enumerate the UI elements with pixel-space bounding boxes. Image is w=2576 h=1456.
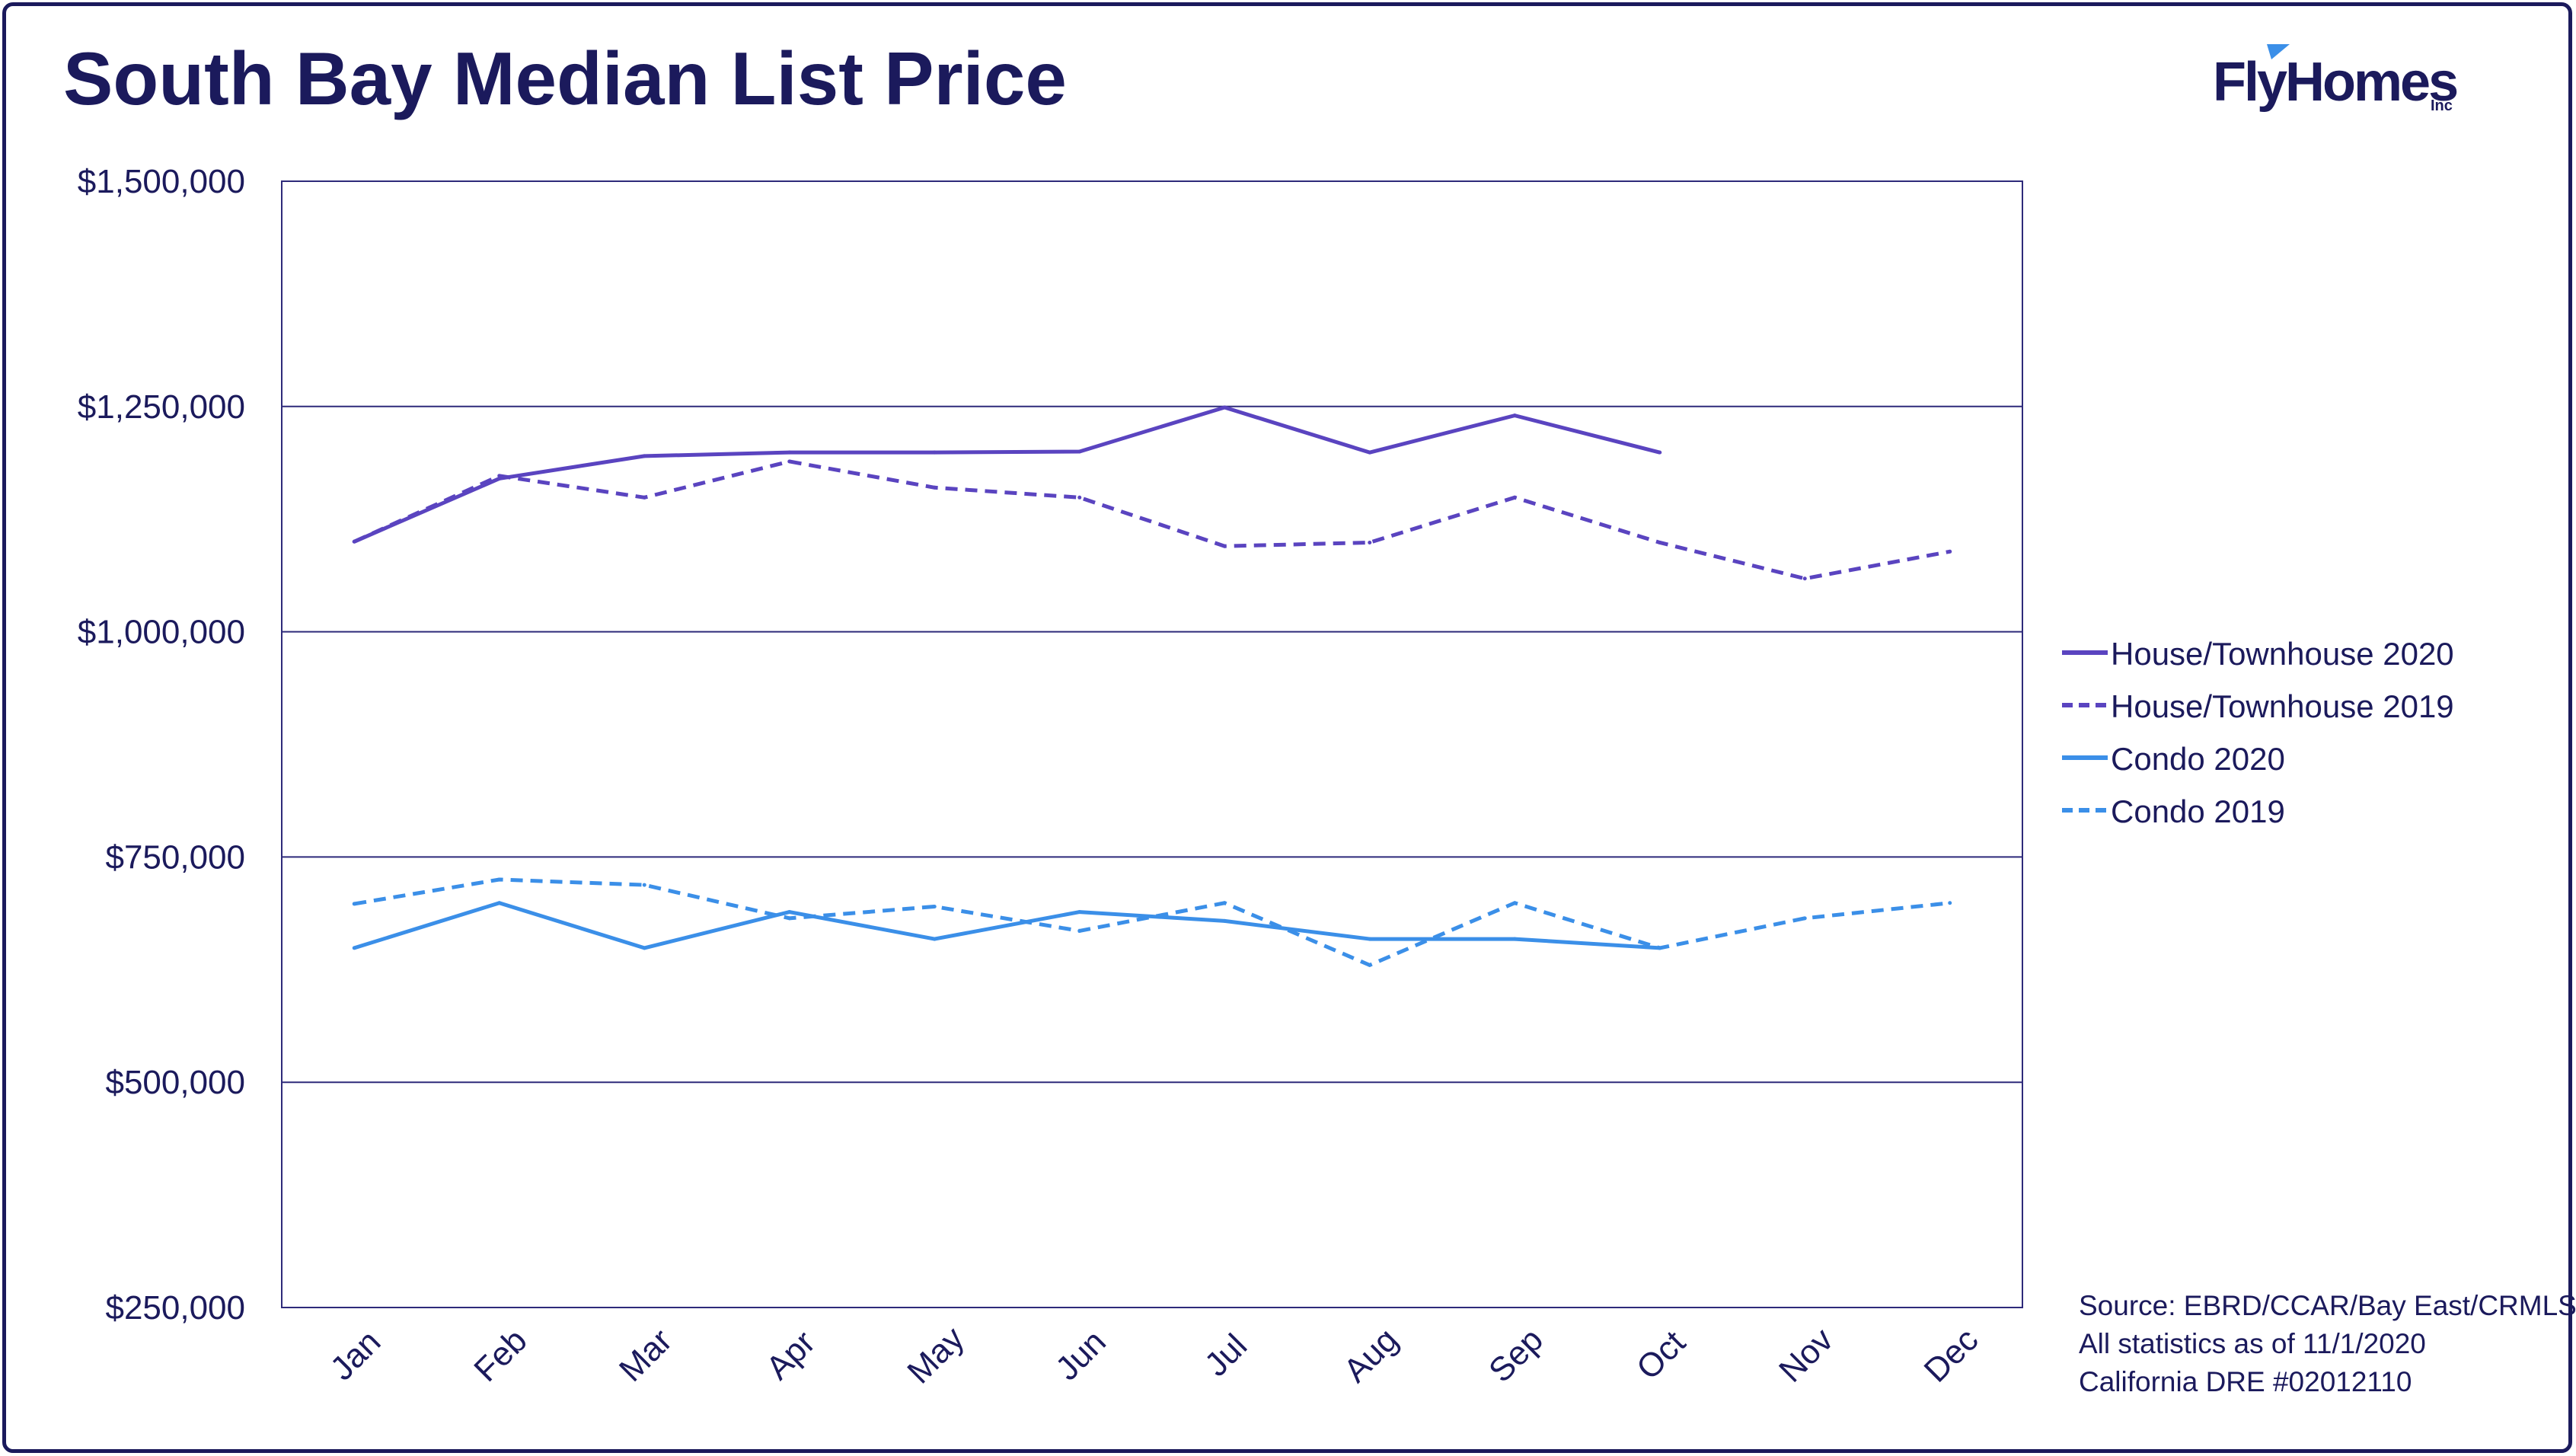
data-point: [932, 904, 937, 908]
y-tick-label: $500,000: [105, 1064, 245, 1101]
data-point: [1368, 937, 1372, 941]
x-tick-label: Mar: [612, 1322, 679, 1389]
data-point: [642, 454, 646, 458]
legend-label: Condo 2020: [2111, 741, 2285, 777]
series-line: [353, 405, 1661, 544]
y-tick-label: $1,500,000: [78, 163, 245, 200]
data-point: [497, 901, 502, 905]
data-point: [642, 883, 646, 887]
data-point: [1077, 928, 1082, 933]
legend-swatch-house-2020: [2062, 650, 2108, 655]
legend: House/Townhouse 2020 House/Townhouse 201…: [2060, 629, 2487, 839]
data-point: [352, 946, 356, 950]
source-line: Source: EBRD/CCAR/Bay East/CRMLS: [2079, 1290, 2576, 1321]
x-axis-tick-labels: Jan Feb Mar Apr May Jun Jul Aug Sep Oct Nov Dec: [324, 1320, 1986, 1391]
legend-item: Condo 2020: [2060, 734, 2487, 787]
data-point: [497, 474, 502, 478]
legend-item: House/Townhouse 2019: [2060, 682, 2487, 734]
logo-suffix: Inc: [2431, 97, 2453, 114]
plot-area-border: [281, 180, 2023, 1308]
series-line: [353, 901, 1660, 950]
data-point: [1512, 901, 1517, 905]
series-line: [353, 459, 1951, 581]
data-point: [787, 450, 792, 455]
data-point: [932, 937, 937, 941]
data-point: [1948, 901, 1952, 905]
y-tick-label: $750,000: [105, 838, 245, 876]
y-tick-label: $1,000,000: [78, 614, 245, 651]
data-point: [1077, 910, 1082, 915]
data-point: [642, 946, 646, 950]
x-tick-label: Apr: [759, 1323, 822, 1387]
data-point: [1658, 450, 1662, 455]
data-point: [1368, 540, 1372, 544]
data-point: [787, 459, 792, 464]
data-point: [497, 877, 502, 882]
data-point: [787, 910, 792, 915]
chart-title: South Bay Median List Price: [63, 37, 1067, 120]
y-tick-label: $1,250,000: [78, 388, 245, 426]
source-note: Source: EBRD/CCAR/Bay East/CRMLS All sta…: [2079, 1287, 2576, 1401]
data-point: [1222, 918, 1227, 923]
legend-label: Condo 2019: [2111, 793, 2285, 829]
logo-wordmark: FlyHomes: [2213, 52, 2459, 113]
data-point: [932, 450, 937, 455]
data-point: [1512, 413, 1517, 418]
x-tick-label: Feb: [467, 1322, 534, 1389]
series-line: [353, 877, 1951, 967]
x-tick-label: Jun: [1049, 1323, 1113, 1387]
data-point: [1512, 495, 1517, 500]
data-point: [1802, 576, 1807, 581]
data-point: [1658, 946, 1662, 950]
data-point: [932, 485, 937, 490]
x-tick-label: Sep: [1482, 1321, 1550, 1390]
x-tick-label: May: [900, 1320, 971, 1391]
logo-flag-icon: [2267, 44, 2290, 59]
data-point: [1222, 901, 1227, 905]
source-date-line: All statistics as of 11/1/2020: [2079, 1328, 2426, 1359]
legend-swatch-condo-2019: [2062, 808, 2108, 813]
x-tick-label: Dec: [1917, 1321, 1986, 1390]
data-point: [1222, 405, 1227, 410]
x-tick-label: Aug: [1336, 1321, 1405, 1390]
legend-swatch-condo-2020: [2062, 755, 2108, 760]
x-tick-label: Oct: [1630, 1323, 1693, 1387]
license-line: California DRE #02012110: [2079, 1366, 2412, 1397]
data-point: [642, 495, 646, 500]
data-point: [1077, 495, 1082, 500]
legend-label: House/Townhouse 2020: [2111, 636, 2454, 672]
data-point: [1658, 540, 1662, 544]
legend-item: House/Townhouse 2020: [2060, 629, 2487, 682]
data-point: [1948, 549, 1952, 554]
data-point: [787, 916, 792, 921]
data-point: [1802, 916, 1807, 921]
y-tick-label: $250,000: [105, 1289, 245, 1327]
series-lines: [352, 405, 1952, 967]
data-point: [1512, 937, 1517, 941]
flyhomes-logo: FlyHomes Inc: [2208, 40, 2467, 123]
x-tick-label: Jan: [324, 1323, 388, 1387]
x-tick-label: Jul: [1198, 1327, 1254, 1384]
data-point: [1222, 544, 1227, 548]
y-axis-tick-labels: $250,000 $500,000 $750,000 $1,000,000 $1,250…: [78, 163, 245, 1327]
data-point: [352, 902, 356, 906]
data-point: [352, 539, 356, 544]
legend-item: Condo 2019: [2060, 787, 2487, 839]
x-tick-label: Nov: [1772, 1321, 1840, 1390]
data-point: [1368, 963, 1372, 967]
legend-label: House/Townhouse 2019: [2111, 688, 2454, 724]
data-point: [1368, 450, 1372, 455]
data-point: [1077, 449, 1082, 454]
gridlines: [282, 180, 2022, 1308]
legend-swatch-house-2019: [2062, 703, 2108, 707]
